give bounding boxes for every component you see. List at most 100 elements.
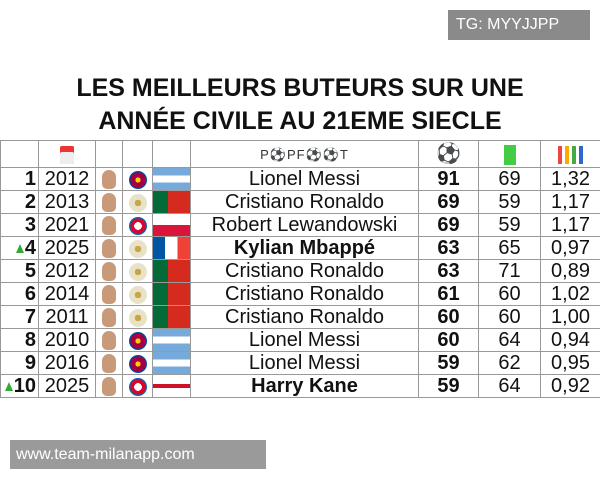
rank: 5: [24, 260, 36, 282]
year: 2011: [38, 305, 96, 329]
ratio: 0,95: [540, 351, 600, 375]
header-row: P⚽PF⚽⚽T ⚽: [0, 140, 600, 168]
club-crest-icon: [128, 308, 147, 327]
rank: 9: [24, 352, 36, 374]
club-crest-icon: [128, 331, 147, 350]
rank: 6: [24, 283, 36, 305]
table-row: 3 2021 Robert Lewandowski 69 59 1,17: [0, 213, 600, 237]
matches: 64: [478, 328, 541, 352]
rank: 10: [13, 375, 36, 397]
ratio: 0,89: [540, 259, 600, 283]
table-row: 5 2012 Cristiano Ronaldo 63 71 0,89: [0, 259, 600, 283]
goals: 61: [418, 282, 479, 306]
goals: 59: [418, 351, 479, 375]
country-flag-icon: [153, 191, 190, 213]
year: 2012: [38, 259, 96, 283]
table-row: 7 2011 Cristiano Ronaldo 60 60 1,00: [0, 305, 600, 329]
table-row: 1 2012 Lionel Messi 91 69 1,32: [0, 167, 600, 191]
top-scorers-table: P⚽PF⚽⚽T ⚽ 1 2012 Lionel Messi 91 69 1,32…: [0, 140, 600, 398]
club-crest-icon: [128, 193, 147, 212]
player-name: Cristiano Ronaldo: [190, 259, 419, 283]
ratio: 1,17: [540, 190, 600, 214]
country-flag-icon: [153, 168, 190, 190]
country-flag-icon: [153, 306, 190, 328]
year: 2010: [38, 328, 96, 352]
club-crest-icon: [128, 239, 147, 258]
player-name: Harry Kane: [190, 374, 419, 398]
club-crest-icon: [128, 262, 147, 281]
bar-chart-icon: [557, 145, 584, 164]
player-photo: [102, 262, 116, 282]
table-row: 10 2025 Harry Kane 59 64 0,92: [0, 374, 600, 398]
player-name: Lionel Messi: [190, 351, 419, 375]
website-watermark: www.team-milanapp.com: [10, 440, 266, 469]
ratio: 1,32: [540, 167, 600, 191]
title-line-2: ANNÉE CIVILE AU 21EME SIECLE: [98, 107, 502, 135]
matches: 60: [478, 305, 541, 329]
rank: 7: [24, 306, 36, 328]
player-photo: [102, 308, 116, 328]
goals: 59: [418, 374, 479, 398]
soccer-ball-icon: ⚽: [436, 143, 461, 165]
year: 2025: [38, 374, 96, 398]
goals: 63: [418, 236, 479, 260]
matches: 65: [478, 236, 541, 260]
table-row: 9 2016 Lionel Messi 59 62 0,95: [0, 351, 600, 375]
player-name: Cristiano Ronaldo: [190, 282, 419, 306]
club-crest-icon: [128, 170, 147, 189]
year: 2012: [38, 167, 96, 191]
matches: 59: [478, 213, 541, 237]
rank: 1: [24, 168, 36, 190]
country-flag-icon: [153, 352, 190, 374]
goals: 60: [418, 328, 479, 352]
country-flag-icon: [153, 283, 190, 305]
country-flag-icon: [153, 375, 190, 397]
up-arrow-icon: [15, 244, 24, 254]
ratio: 1,02: [540, 282, 600, 306]
player-photo: [102, 285, 116, 305]
player-name: Cristiano Ronaldo: [190, 190, 419, 214]
matches: 71: [478, 259, 541, 283]
table-row: 4 2025 Kylian Mbappé 63 65 0,97: [0, 236, 600, 260]
club-crest-icon: [128, 377, 147, 396]
player-name: Lionel Messi: [190, 167, 419, 191]
year: 2013: [38, 190, 96, 214]
matches: 60: [478, 282, 541, 306]
club-crest-icon: [128, 285, 147, 304]
player-photo: [102, 354, 116, 374]
calendar-icon: [60, 145, 74, 164]
year: 2016: [38, 351, 96, 375]
goals: 63: [418, 259, 479, 283]
up-arrow-icon: [4, 382, 13, 392]
country-flag-icon: [153, 329, 190, 351]
country-flag-icon: [153, 237, 190, 259]
title-line-1: LES MEILLEURS BUTEURS SUR UNE: [76, 74, 524, 102]
club-crest-icon: [128, 216, 147, 235]
rank: 2: [24, 191, 36, 213]
ratio: 1,17: [540, 213, 600, 237]
table-row: 8 2010 Lionel Messi 60 64 0,94: [0, 328, 600, 352]
matches: 64: [478, 374, 541, 398]
player-photo: [102, 170, 116, 190]
player-photo: [102, 216, 116, 236]
goals: 69: [418, 213, 479, 237]
player-name: Robert Lewandowski: [190, 213, 419, 237]
ratio: 0,94: [540, 328, 600, 352]
matches: 59: [478, 190, 541, 214]
ratio: 1,00: [540, 305, 600, 329]
player-name: Cristiano Ronaldo: [190, 305, 419, 329]
pitch-icon: [503, 144, 516, 165]
player-photo: [102, 239, 116, 259]
popfoot-logo: P⚽PF⚽⚽T: [260, 147, 349, 162]
goals: 91: [418, 167, 479, 191]
country-flag-icon: [153, 214, 190, 236]
player-photo: [102, 377, 116, 397]
ratio: 0,92: [540, 374, 600, 398]
goals: 60: [418, 305, 479, 329]
player-photo: [102, 193, 116, 213]
page-title: LES MEILLEURS BUTEURS SUR UNE ANNÉE CIVI…: [0, 72, 600, 138]
matches: 69: [478, 167, 541, 191]
club-crest-icon: [128, 354, 147, 373]
rank: 3: [24, 214, 36, 236]
matches: 62: [478, 351, 541, 375]
